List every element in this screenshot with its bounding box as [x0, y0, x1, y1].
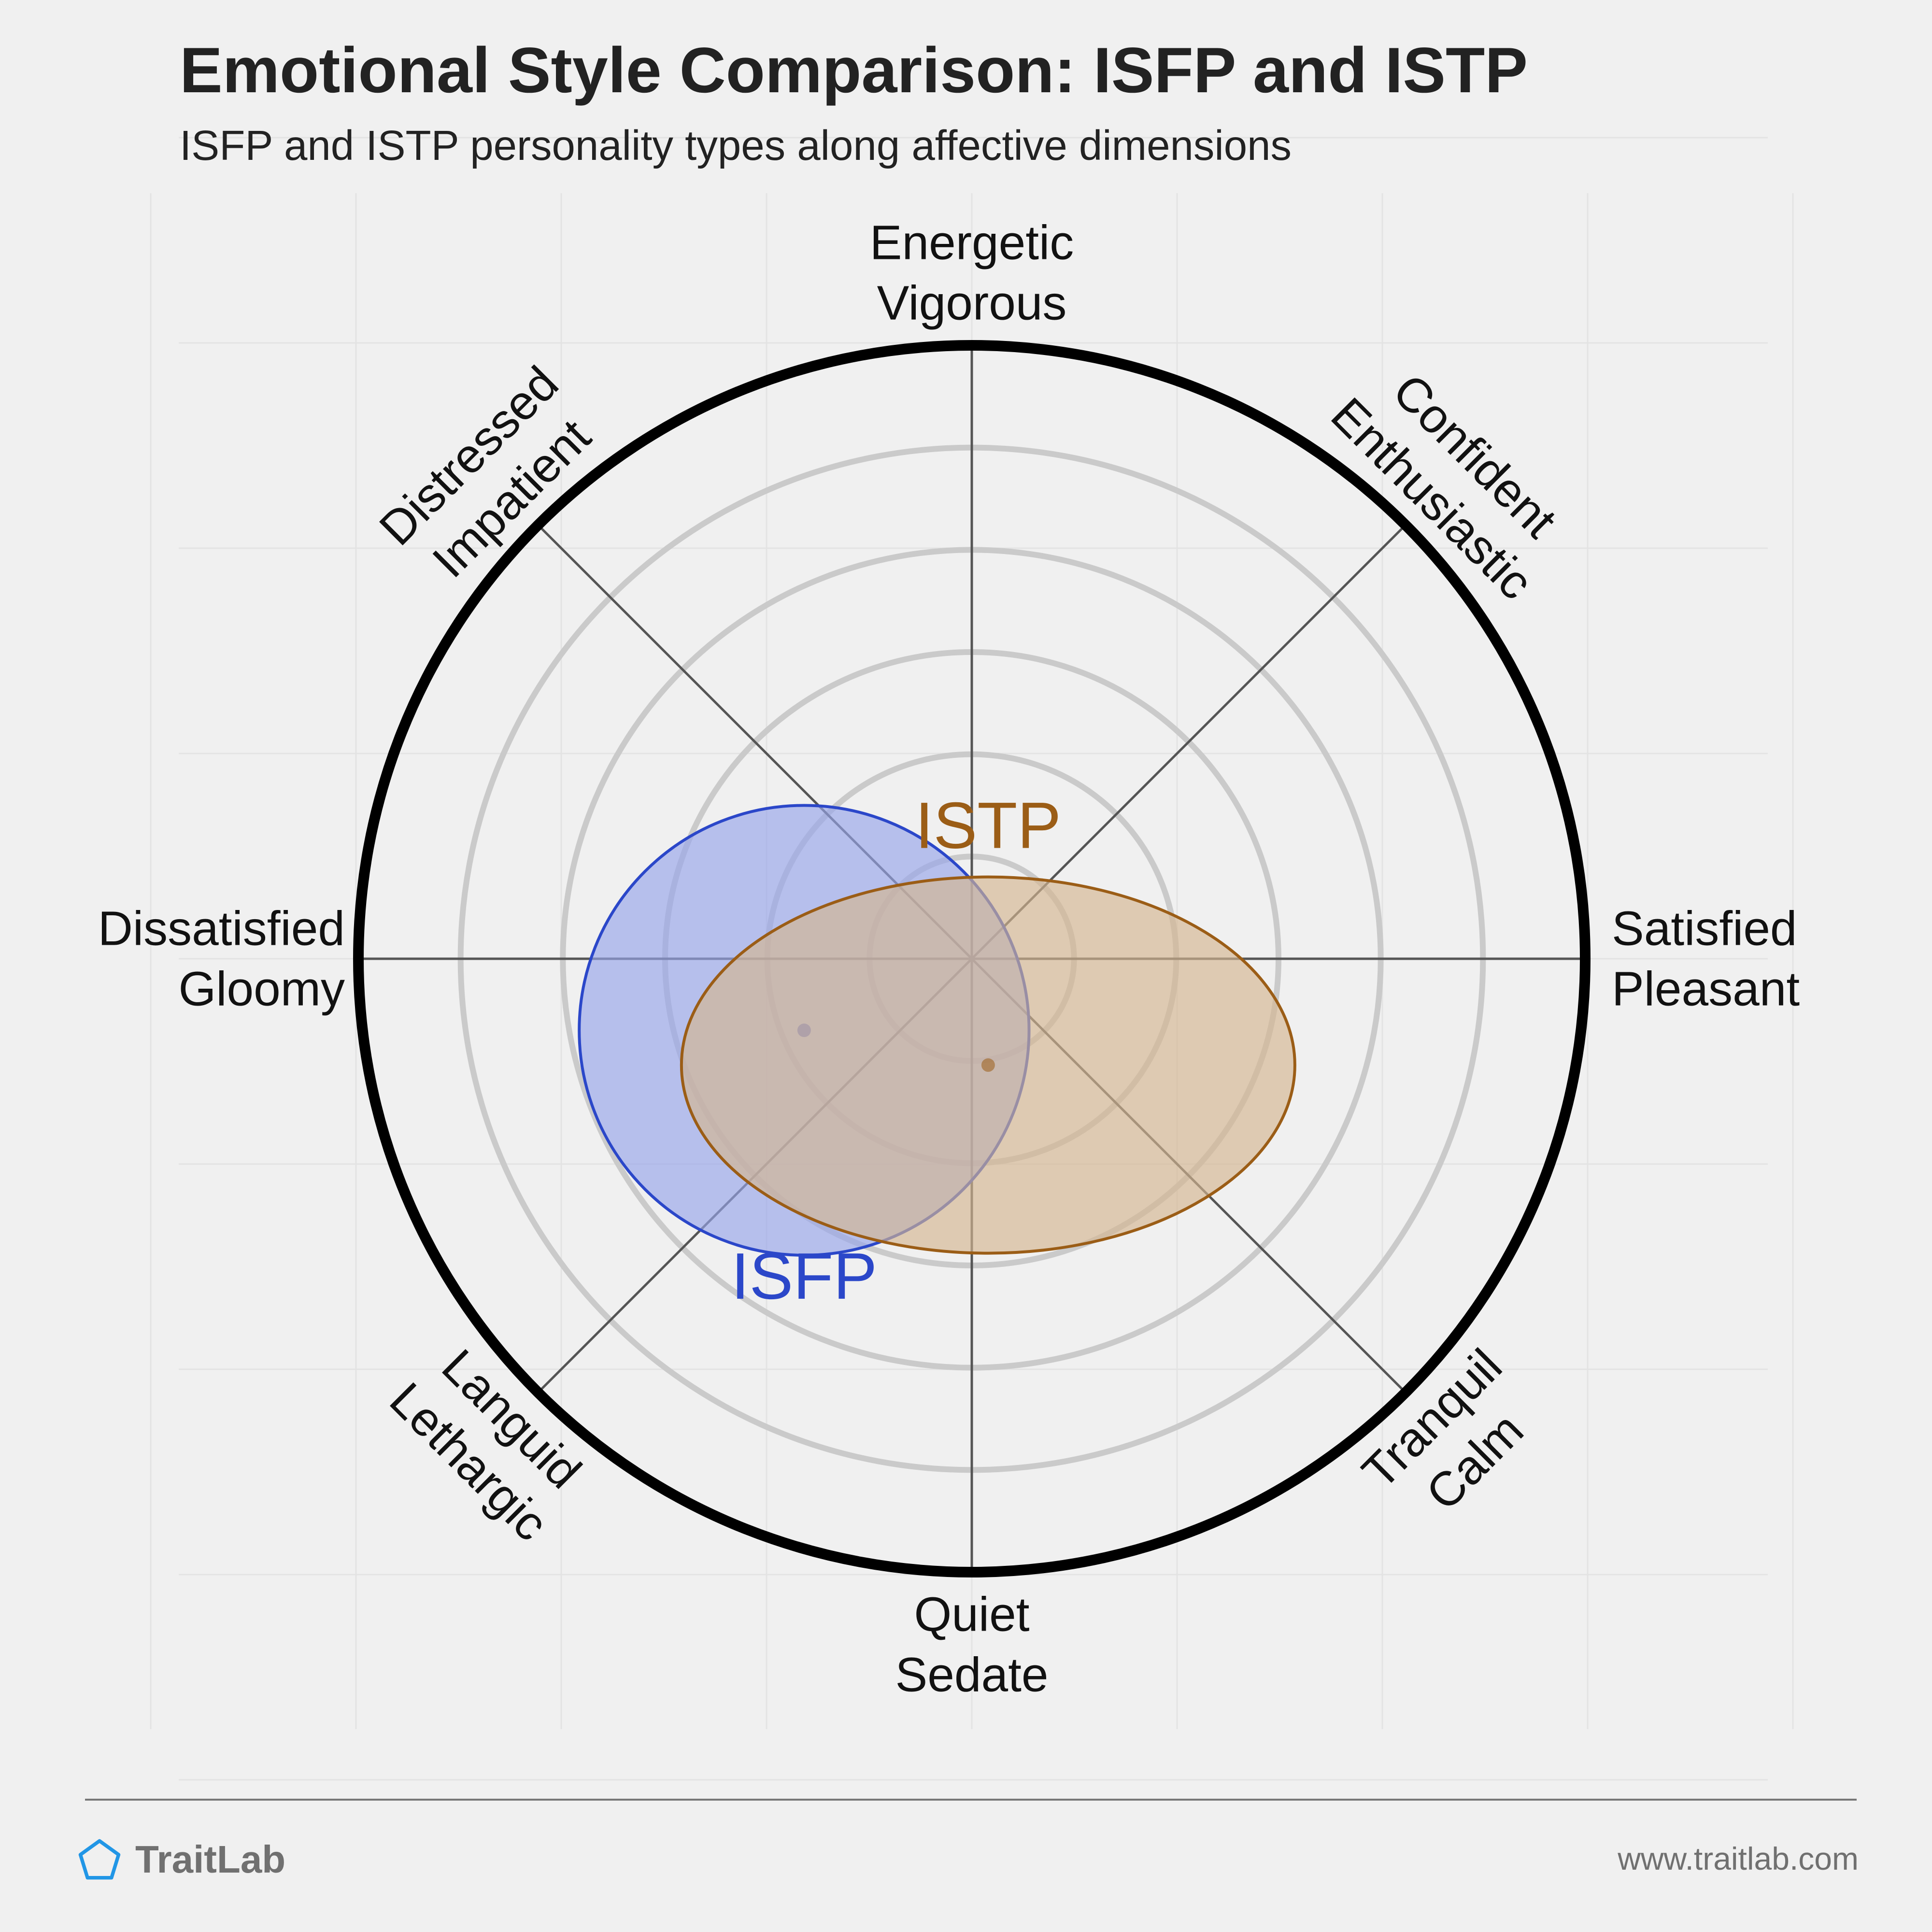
series-labels: ISFP ISTP — [731, 789, 1061, 1313]
chart-subtitle: ISFP and ISTP personality types along af… — [180, 122, 1292, 169]
brand-logo: TraitLab — [77, 1833, 285, 1886]
axis-label-line: Sedate — [895, 1648, 1049, 1702]
axis-label-line: Pleasant — [1612, 962, 1800, 1016]
axis-label-line: Quiet — [914, 1588, 1029, 1642]
axis-label-line: Dissatisfied — [98, 902, 345, 956]
type-regions — [578, 804, 1296, 1257]
outer-ring — [353, 340, 1591, 1577]
series-label-istp: ISTP — [915, 789, 1061, 862]
axis-label-satisfied: Satisfied Pleasant — [1612, 902, 1800, 1016]
axis-label-dissatisfied: Dissatisfied Gloomy — [98, 902, 345, 1016]
chart-title: Emotional Style Comparison: ISFP and IST… — [180, 35, 1528, 106]
site-url[interactable]: www.traitlab.com — [1618, 1841, 1859, 1876]
axis-label-quiet: Quiet Sedate — [895, 1588, 1049, 1702]
axis-label-line: Gloomy — [178, 962, 345, 1016]
axis-label-line: Satisfied — [1612, 902, 1797, 956]
axis-label-energetic: Energetic Vigorous — [870, 216, 1074, 330]
footer-divider — [85, 1799, 1857, 1801]
axis-label-line: Vigorous — [877, 276, 1067, 330]
pentagon-icon — [78, 1839, 121, 1880]
center-point-istp — [981, 1058, 995, 1072]
brand-name: TraitLab — [135, 1838, 286, 1881]
series-label-isfp: ISFP — [731, 1239, 877, 1313]
axis-label-line: Energetic — [870, 216, 1074, 270]
